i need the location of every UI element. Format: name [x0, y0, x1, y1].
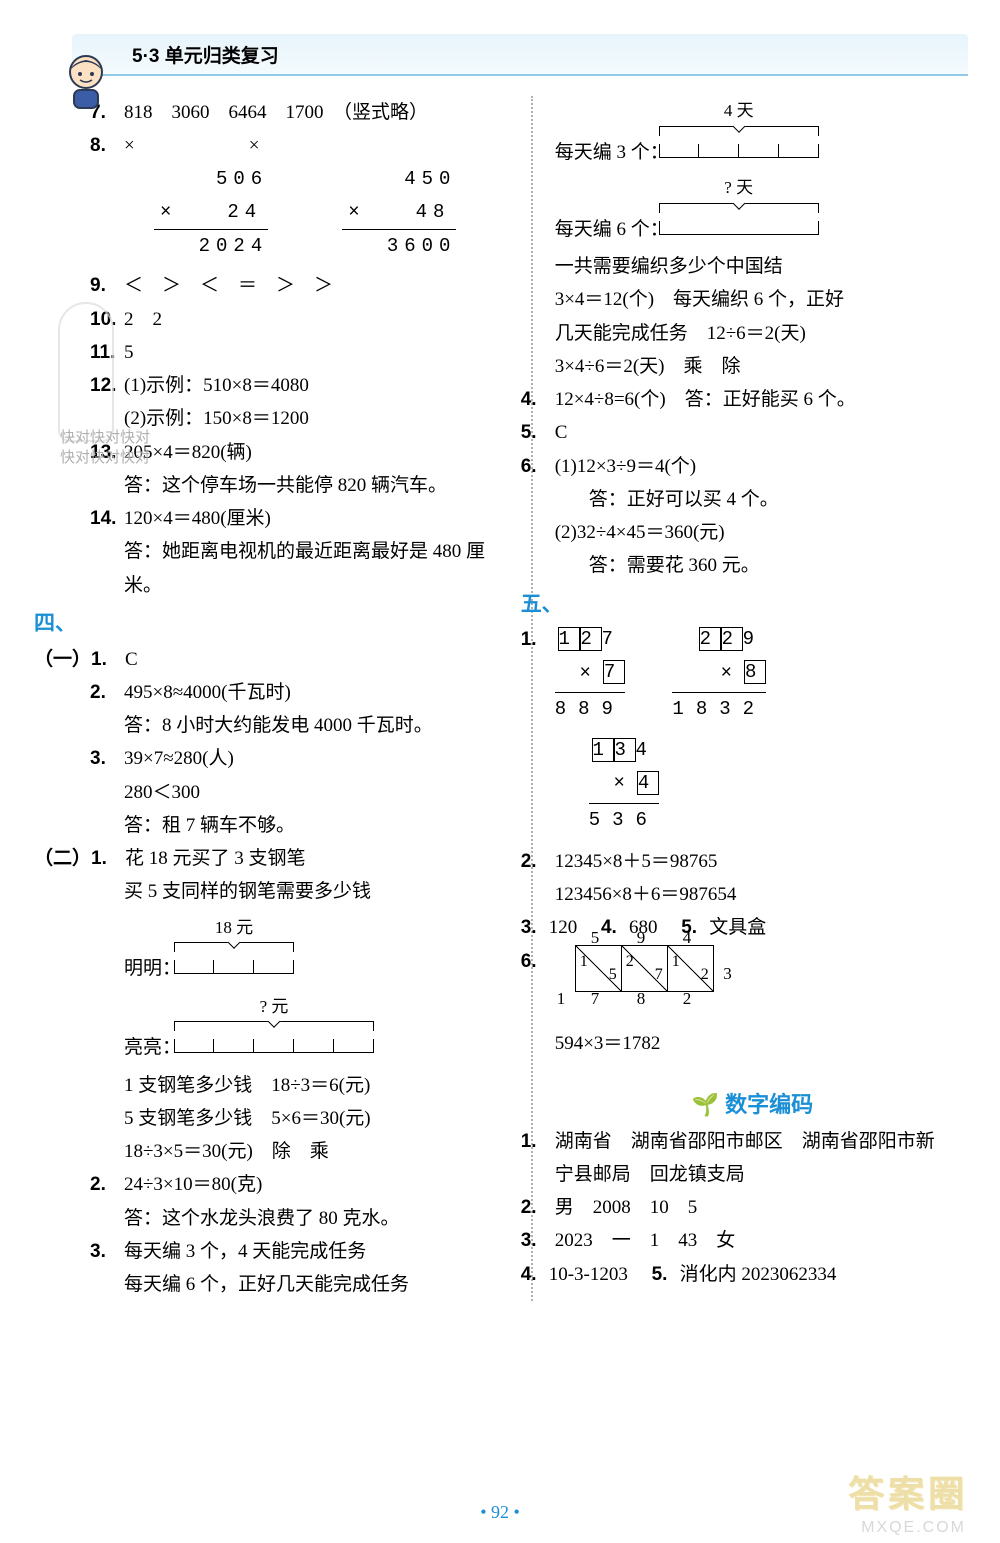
- section-4: 四、: [34, 606, 509, 643]
- header-band: 5·3 单元归类复习: [72, 34, 968, 76]
- item-text: 818 3060 6464 1700 （竖式略）: [124, 96, 509, 129]
- bottom-logo: 答案圈: [848, 1465, 968, 1517]
- right-column: 4 天 每天编 3 个： ? 天 每天编 6 个： 一共需要编织多少个中国结 3…: [531, 96, 950, 1301]
- item-text: × ×: [124, 129, 509, 162]
- box-mult: 127 ×7 889: [555, 623, 625, 726]
- watermark-text-1: 快对快对快对: [60, 426, 150, 447]
- mascot-icon: [62, 52, 110, 110]
- header-title: 5·3 单元归类复习: [132, 41, 279, 68]
- vertical-calc: 506 × 24 2024: [154, 163, 268, 264]
- watermark-text-2: 快对快对快对: [60, 446, 150, 467]
- item-num: 8.: [90, 129, 124, 162]
- box-mult: 229 ×8 1832: [672, 623, 766, 726]
- leaf-icon: 🌱: [692, 1086, 719, 1125]
- bottom-url: MXQE.COM: [861, 1519, 966, 1537]
- content-area: 7.818 3060 6464 1700 （竖式略） 8.× × 506 × 2…: [0, 76, 1000, 1301]
- vertical-calc: 450 × 48 3600: [342, 163, 456, 264]
- section-5: 五、: [521, 587, 950, 624]
- section-digits: 🌱 数字编码: [555, 1086, 950, 1125]
- left-column: 7.818 3060 6464 1700 （竖式略） 8.× × 506 × 2…: [90, 96, 509, 1301]
- pencil-watermark: [58, 302, 114, 442]
- lattice-mult: 5 9 4 3 1 7 8 2 15 27 12: [575, 945, 714, 992]
- box-mult: 134 ×4 536: [589, 734, 659, 837]
